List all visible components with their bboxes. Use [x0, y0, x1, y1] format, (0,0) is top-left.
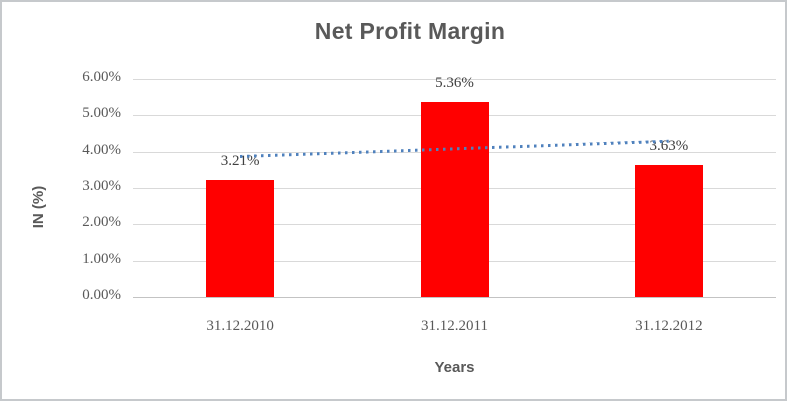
y-tick-label: 1.00% [82, 250, 121, 267]
y-tick-label: 4.00% [82, 141, 121, 158]
gridline [133, 79, 776, 80]
gridline [133, 297, 776, 298]
y-tick-label: 6.00% [82, 69, 121, 85]
x-tick-label: 31.12.2011 [421, 318, 488, 334]
x-tick-label: 31.12.2012 [635, 318, 703, 334]
y-tick-label: 5.00% [82, 105, 121, 122]
y-tick-label: 3.00% [82, 178, 121, 194]
bar-31.12.2012 [634, 165, 703, 297]
bar-31.12.2011 [420, 102, 489, 297]
bar-31.12.2010 [206, 180, 275, 297]
data-label: 5.36% [435, 75, 474, 92]
y-tick-label: 2.00% [82, 214, 121, 231]
chart-title: Net Profit Margin [314, 18, 506, 44]
y-tick-label: 0.00% [82, 287, 121, 303]
x-tick-label: 31.12.2010 [206, 318, 274, 334]
x-axis-title: Years [434, 359, 475, 376]
